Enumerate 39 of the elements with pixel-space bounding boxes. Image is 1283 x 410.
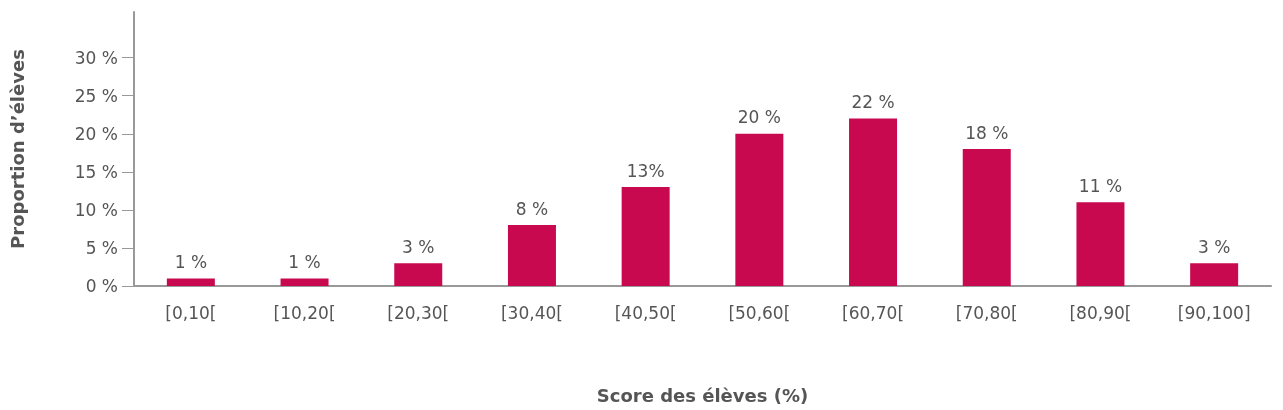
data-label: 22 %	[851, 92, 895, 113]
x-tick-label: [90,100]	[1177, 302, 1251, 323]
bar	[849, 118, 898, 286]
x-tick-label: [0,10[	[165, 302, 217, 323]
data-label: 13%	[626, 160, 665, 181]
x-tick-label: [10,20[	[273, 302, 336, 323]
y-tick-label: 5 %	[85, 237, 118, 258]
data-label: 11 %	[1078, 175, 1123, 196]
x-tick-label: [20,30[	[387, 302, 450, 323]
x-tick-label: [50,60[	[728, 302, 791, 323]
data-label: 3 %	[1197, 236, 1231, 257]
y-tick-label: 10 %	[74, 199, 118, 220]
bar	[394, 263, 443, 286]
y-tick-label: 30 %	[74, 47, 118, 68]
bar	[1190, 263, 1239, 286]
bar	[735, 133, 784, 286]
data-label: 18 %	[965, 122, 1009, 143]
y-tick-label: 0 %	[85, 276, 118, 296]
x-axis-title: Score des élèves (%)	[596, 384, 809, 406]
x-tick-label: [70,80[	[955, 302, 1018, 323]
data-label: 3 %	[402, 236, 435, 257]
bar	[280, 278, 329, 286]
y-tick-label: 15 %	[74, 161, 118, 182]
x-tick-label: [40,50[	[614, 302, 677, 323]
bar	[962, 149, 1011, 286]
data-label: 1 %	[288, 251, 321, 272]
y-axis-title: Proportion d’élèves	[6, 49, 28, 249]
bar	[1076, 202, 1125, 286]
x-tick-label: [60,70[	[842, 302, 905, 323]
x-tick-label: [80,90[	[1069, 302, 1132, 323]
bar	[621, 187, 670, 286]
data-label: 20 %	[737, 107, 781, 128]
x-tick-label: [30,40[	[500, 302, 563, 323]
bar	[166, 278, 215, 286]
data-label: 8 %	[515, 198, 549, 219]
y-tick-label: 20 %	[74, 123, 118, 144]
bar	[507, 225, 556, 286]
y-tick-label: 25 %	[74, 85, 118, 106]
data-label: 1 %	[174, 251, 208, 272]
